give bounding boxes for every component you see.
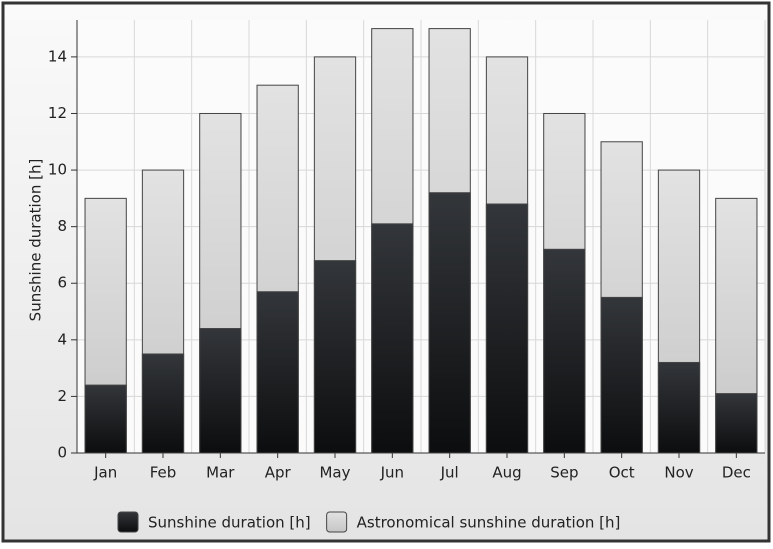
x-tick-label: Mar: [206, 464, 235, 482]
x-tick-label: Jun: [380, 464, 404, 482]
x-tick-label: Oct: [609, 464, 635, 482]
x-tick-label: Sep: [550, 464, 578, 482]
x-tick-label: Apr: [265, 464, 292, 482]
bar: [543, 248, 586, 454]
bar: [141, 353, 185, 454]
bar: [371, 223, 414, 454]
legend: Sunshine duration [h] Astronomical sunshi…: [117, 511, 621, 533]
x-tick-label: Jan: [93, 464, 117, 482]
bar: [256, 291, 299, 454]
y-tick-label: 2: [57, 387, 67, 405]
bar: [600, 296, 643, 454]
x-tick-label: Dec: [722, 464, 751, 482]
bar: [715, 393, 758, 454]
bar: [199, 328, 242, 454]
y-tick-label: 10: [48, 161, 67, 179]
legend-label: Sunshine duration [h]: [148, 514, 311, 532]
x-tick-label: Jul: [440, 464, 459, 482]
y-tick-label: 6: [57, 274, 67, 292]
y-tick-label: 4: [57, 330, 67, 348]
y-tick-label: 14: [48, 47, 67, 65]
bar: [485, 203, 529, 454]
bar: [657, 361, 701, 454]
legend-swatch: [117, 511, 139, 533]
x-tick-label: Nov: [664, 464, 693, 482]
bar: [313, 260, 357, 454]
x-tick-label: Aug: [492, 464, 521, 482]
x-tick-label: May: [319, 464, 350, 482]
bar: [428, 192, 471, 454]
y-tick-label: 8: [57, 217, 67, 235]
legend-swatch: [326, 511, 348, 533]
legend-label: Astronomical sunshine duration [h]: [357, 514, 621, 532]
y-axis-label: Sunshine duration [h]: [27, 159, 45, 322]
y-tick-label: 12: [48, 104, 67, 122]
bar: [84, 384, 127, 454]
x-tick-label: Feb: [150, 464, 177, 482]
y-tick-label: 0: [57, 444, 67, 462]
